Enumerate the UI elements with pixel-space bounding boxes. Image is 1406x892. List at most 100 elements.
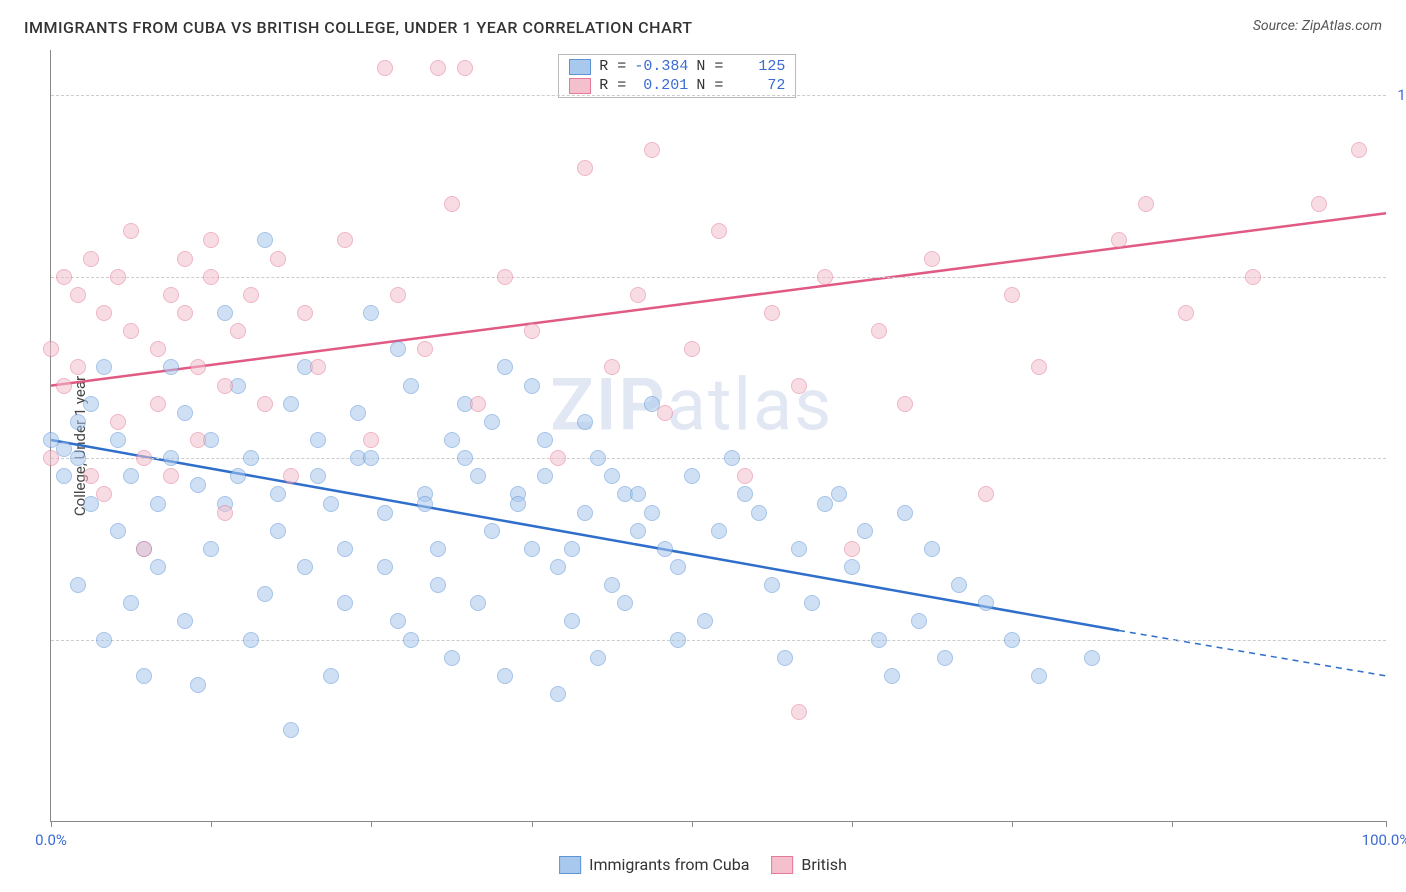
scatter-point bbox=[1138, 196, 1154, 212]
scatter-point bbox=[177, 251, 193, 267]
scatter-point bbox=[457, 450, 473, 466]
scatter-point bbox=[484, 414, 500, 430]
scatter-point bbox=[657, 405, 673, 421]
x-tick bbox=[371, 821, 372, 827]
scatter-point bbox=[670, 632, 686, 648]
scatter-point bbox=[497, 359, 513, 375]
stat-n-label: N = bbox=[696, 77, 723, 94]
scatter-point bbox=[1084, 650, 1100, 666]
scatter-point bbox=[163, 287, 179, 303]
scatter-point bbox=[1245, 269, 1261, 285]
scatter-point bbox=[630, 486, 646, 502]
scatter-point bbox=[56, 378, 72, 394]
scatter-point bbox=[283, 722, 299, 738]
scatter-point bbox=[537, 432, 553, 448]
scatter-point bbox=[310, 432, 326, 448]
y-tick-label: 100.0% bbox=[1397, 86, 1406, 104]
scatter-point bbox=[657, 541, 673, 557]
scatter-point bbox=[1004, 632, 1020, 648]
scatter-point bbox=[363, 305, 379, 321]
scatter-point bbox=[724, 450, 740, 466]
scatter-point bbox=[337, 595, 353, 611]
scatter-point bbox=[150, 341, 166, 357]
scatter-point bbox=[550, 559, 566, 575]
scatter-point bbox=[684, 341, 700, 357]
scatter-point bbox=[537, 468, 553, 484]
scatter-point bbox=[70, 450, 86, 466]
scatter-point bbox=[70, 577, 86, 593]
scatter-point bbox=[283, 468, 299, 484]
scatter-point bbox=[417, 341, 433, 357]
scatter-point bbox=[110, 269, 126, 285]
scatter-point bbox=[577, 160, 593, 176]
scatter-point bbox=[217, 305, 233, 321]
stat-n-label: N = bbox=[696, 58, 723, 75]
scatter-point bbox=[444, 650, 460, 666]
scatter-point bbox=[337, 541, 353, 557]
scatter-point bbox=[644, 142, 660, 158]
scatter-point bbox=[844, 541, 860, 557]
stats-legend-box: R =-0.384N =125R =0.201N =72 bbox=[558, 54, 796, 98]
scatter-point bbox=[110, 523, 126, 539]
scatter-point bbox=[56, 269, 72, 285]
legend-swatch bbox=[569, 59, 591, 75]
scatter-point bbox=[857, 523, 873, 539]
scatter-point bbox=[777, 650, 793, 666]
scatter-point bbox=[136, 450, 152, 466]
stats-row: R =-0.384N =125 bbox=[559, 57, 795, 76]
x-tick-label: 100.0% bbox=[1362, 831, 1406, 849]
scatter-point bbox=[1178, 305, 1194, 321]
scatter-point bbox=[310, 468, 326, 484]
scatter-point bbox=[697, 613, 713, 629]
scatter-point bbox=[590, 450, 606, 466]
scatter-point bbox=[110, 414, 126, 430]
scatter-point bbox=[604, 468, 620, 484]
scatter-chart: ZIPatlas R =-0.384N =125R =0.201N =72 40… bbox=[50, 50, 1386, 822]
scatter-point bbox=[897, 396, 913, 412]
scatter-point bbox=[524, 541, 540, 557]
scatter-point bbox=[737, 468, 753, 484]
scatter-point bbox=[711, 523, 727, 539]
x-tick bbox=[1172, 821, 1173, 827]
x-tick bbox=[211, 821, 212, 827]
scatter-point bbox=[550, 450, 566, 466]
scatter-point bbox=[390, 341, 406, 357]
scatter-point bbox=[123, 595, 139, 611]
scatter-point bbox=[297, 559, 313, 575]
scatter-point bbox=[203, 232, 219, 248]
scatter-point bbox=[163, 359, 179, 375]
scatter-point bbox=[978, 486, 994, 502]
scatter-point bbox=[163, 468, 179, 484]
scatter-point bbox=[884, 668, 900, 684]
scatter-point bbox=[524, 378, 540, 394]
scatter-point bbox=[444, 432, 460, 448]
scatter-point bbox=[177, 405, 193, 421]
scatter-point bbox=[177, 613, 193, 629]
scatter-point bbox=[70, 287, 86, 303]
gridline bbox=[51, 95, 1386, 96]
chart-title: IMMIGRANTS FROM CUBA VS BRITISH COLLEGE,… bbox=[24, 18, 692, 37]
legend-item: British bbox=[771, 855, 846, 874]
scatter-point bbox=[297, 305, 313, 321]
scatter-point bbox=[590, 650, 606, 666]
scatter-point bbox=[163, 450, 179, 466]
scatter-point bbox=[617, 595, 633, 611]
legend-label: Immigrants from Cuba bbox=[589, 855, 749, 874]
scatter-point bbox=[417, 496, 433, 512]
scatter-point bbox=[430, 577, 446, 593]
scatter-point bbox=[270, 251, 286, 267]
x-tick bbox=[852, 821, 853, 827]
stat-r-value: 0.201 bbox=[634, 77, 688, 94]
scatter-point bbox=[577, 505, 593, 521]
scatter-point bbox=[43, 450, 59, 466]
scatter-point bbox=[711, 223, 727, 239]
scatter-point bbox=[230, 323, 246, 339]
scatter-point bbox=[96, 486, 112, 502]
scatter-point bbox=[150, 559, 166, 575]
scatter-point bbox=[243, 287, 259, 303]
scatter-point bbox=[123, 323, 139, 339]
scatter-point bbox=[203, 269, 219, 285]
scatter-point bbox=[390, 613, 406, 629]
scatter-point bbox=[377, 60, 393, 76]
scatter-point bbox=[83, 396, 99, 412]
